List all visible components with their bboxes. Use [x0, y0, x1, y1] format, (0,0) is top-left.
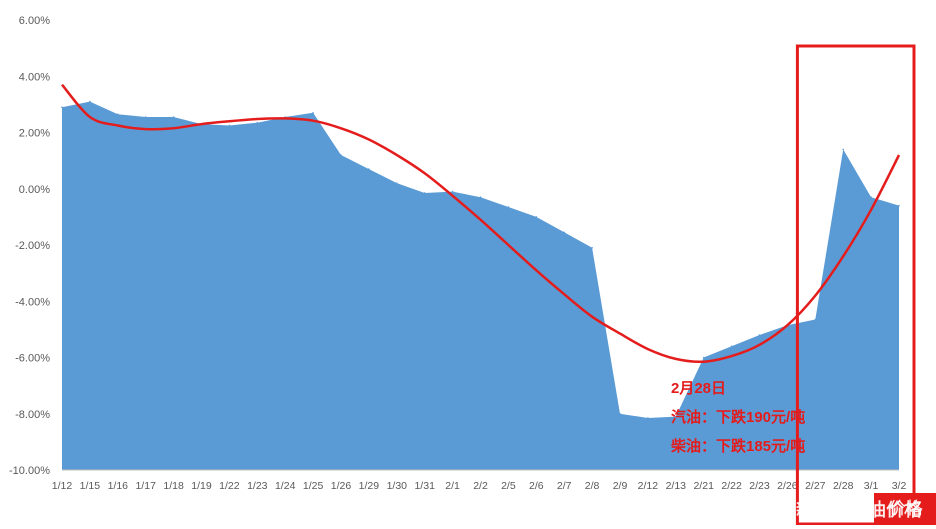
data-point [479, 196, 482, 198]
x-tick-label: 2/7 [557, 480, 572, 492]
y-axis-ticks: 6.00% 4.00% 2.00% 0.00% -2.00% -4.00% -6.00% -8… [9, 15, 50, 477]
data-point [312, 112, 314, 114]
y-tick-label: -10.00% [9, 465, 50, 477]
data-point [563, 231, 565, 234]
y-tick-label: -8.00% [15, 409, 50, 421]
data-point [368, 168, 370, 170]
x-tick-label: 1/26 [331, 480, 352, 492]
y-tick-label: 4.00% [19, 71, 50, 83]
data-point [842, 148, 844, 151]
data-point [117, 113, 119, 116]
data-point [61, 106, 63, 108]
data-point [730, 345, 733, 348]
data-point [423, 192, 426, 194]
annotation: 2月28日 汽油：下跌190元/吨 柴油：下跌185元/吨 [670, 380, 805, 455]
trend-curve [61, 83, 901, 364]
data-point [898, 204, 900, 207]
x-tick-label: 2/9 [613, 480, 628, 492]
y-tick-label: -2.00% [15, 240, 50, 252]
x-axis-ticks: 1/12 1/15 1/16 1/17 1/18 1/19 1/22 1/23 1/24 1/25… [52, 469, 907, 492]
x-tick-label: 2/27 [805, 480, 826, 492]
data-point [758, 334, 761, 336]
x-tick-label: 2/22 [721, 480, 742, 492]
data-point [591, 247, 593, 249]
x-tick-label: 2/5 [501, 480, 516, 492]
x-tick-label: 2/6 [529, 480, 544, 492]
x-tick-label: 1/24 [275, 480, 296, 492]
y-tick-label: -4.00% [15, 296, 50, 308]
y-tick-label: 0.00% [19, 184, 50, 196]
x-tick-label: 1/12 [52, 480, 73, 492]
data-point [396, 182, 398, 184]
data-point [89, 100, 91, 103]
highlight-rectangle [795, 44, 916, 526]
x-tick-label: 1/17 [135, 480, 156, 492]
data-point [228, 124, 231, 127]
x-tick-label: 1/15 [80, 480, 101, 492]
data-point [451, 190, 454, 193]
x-tick-label: 2/23 [749, 480, 770, 492]
data-point [256, 121, 259, 124]
data-point [702, 356, 705, 359]
area-fill [62, 101, 899, 470]
data-point [814, 318, 817, 321]
data-point [619, 412, 621, 415]
x-tick-label: 2/21 [693, 480, 714, 492]
y-tick-label: -6.00% [15, 353, 50, 365]
x-tick-label: 1/18 [163, 480, 184, 492]
watermark-text: 头条号 / 最新汽油柴油价格 [709, 500, 922, 520]
y-tick-label: 6.00% [19, 15, 50, 27]
data-point [144, 116, 147, 118]
x-tick-label: 2/13 [666, 480, 687, 492]
x-tick-label: 1/23 [247, 480, 268, 492]
watermark-badge-text: 价格 [889, 499, 923, 518]
data-point [647, 417, 649, 419]
annotation-date: 2月28日 [671, 380, 726, 397]
x-tick-label: 3/2 [892, 480, 907, 492]
annotation-gasoline: 汽油：下跌190元/吨 [671, 408, 805, 426]
x-tick-label: 1/31 [414, 480, 435, 492]
watermark: 价格 头条号 / 最新汽油柴油价格 [709, 493, 936, 525]
data-point [172, 116, 175, 118]
data-point [535, 216, 538, 218]
x-tick-label: 2/2 [473, 480, 488, 492]
data-point [870, 196, 872, 198]
y-tick-label: 2.00% [19, 128, 50, 140]
x-tick-label: 2/28 [833, 480, 854, 492]
data-point [507, 206, 510, 208]
x-tick-label: 2/8 [585, 480, 600, 492]
x-tick-label: 1/16 [108, 480, 129, 492]
data-point [340, 154, 342, 156]
trendline [61, 83, 901, 364]
x-tick-label: 1/29 [359, 480, 380, 492]
data-point [675, 415, 677, 418]
x-tick-label: 1/25 [303, 480, 324, 492]
x-tick-label: 1/22 [219, 480, 240, 492]
x-tick-label: 1/30 [387, 480, 408, 492]
x-tick-label: 2/1 [445, 480, 460, 492]
x-tick-label: 2/12 [638, 480, 659, 492]
highlight-box [795, 44, 916, 526]
watermark-badge [874, 493, 936, 525]
x-tick-label: 3/1 [864, 480, 879, 492]
annotation-diesel: 柴油：下跌185元/吨 [670, 437, 805, 455]
x-tick-label: 1/19 [191, 480, 212, 492]
area-series [61, 100, 900, 470]
x-tick-label: 2/26 [777, 480, 798, 492]
